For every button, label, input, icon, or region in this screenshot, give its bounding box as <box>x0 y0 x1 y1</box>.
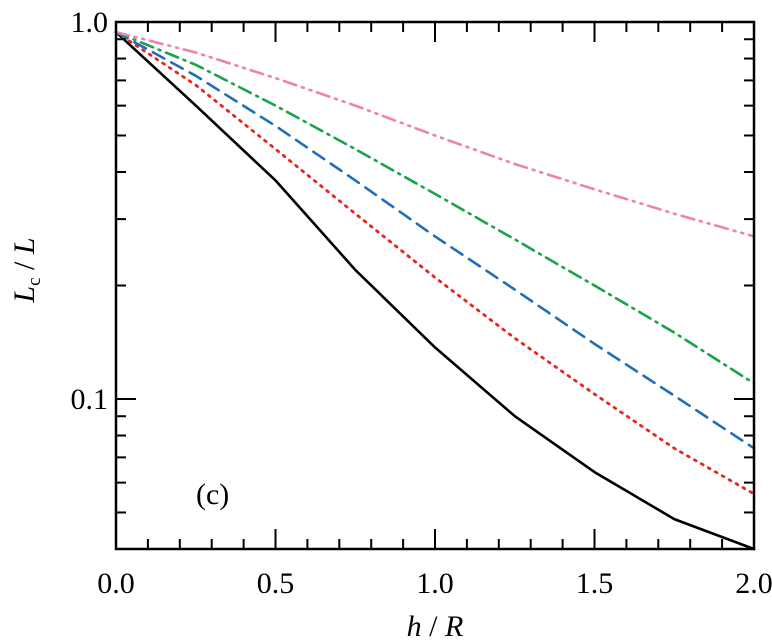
x-tick-label: 1.0 <box>416 567 454 600</box>
x-tick-label: 0.5 <box>257 567 295 600</box>
series-line-dotted <box>114 30 756 496</box>
y-tick-label: 0.1 <box>71 383 109 416</box>
panel-annotation: (c) <box>196 478 229 511</box>
plot-frame <box>114 20 756 551</box>
tick-layer <box>115 21 755 550</box>
series-line-dashed <box>114 30 756 450</box>
series-line-solid <box>114 30 756 551</box>
x-tick-label: 1.5 <box>576 567 614 600</box>
tick-label-layer: 0.0 0.5 1.0 1.5 2.0 1.0 0.1 <box>71 6 772 600</box>
y-axis-label: Lc / L <box>8 237 45 303</box>
series-line-dash-dot-dot <box>114 30 756 238</box>
x-axis-label: h / R <box>407 610 464 643</box>
y-tick-label: 1.0 <box>71 6 109 39</box>
x-tick-label: 2.0 <box>735 567 772 600</box>
series-line-dash-dot <box>114 30 756 385</box>
x-tick-label: 0.0 <box>97 567 135 600</box>
series-layer <box>114 30 756 551</box>
